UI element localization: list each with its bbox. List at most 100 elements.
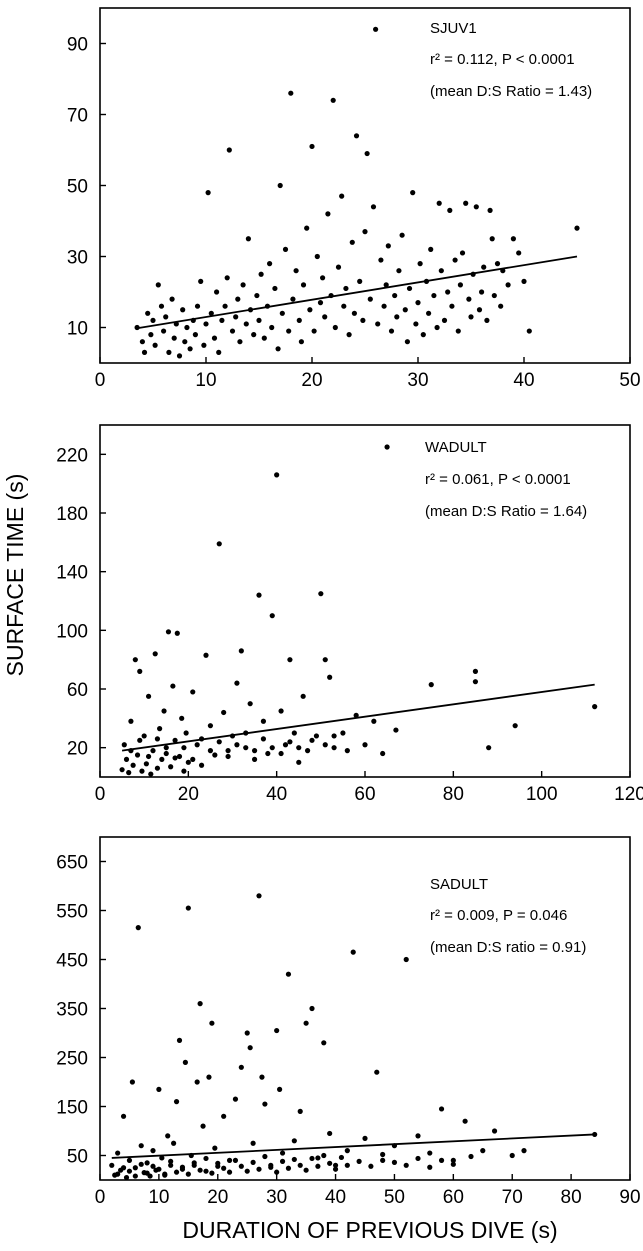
chart-2-data-point [163,750,169,757]
chart-1-data-point [184,324,190,331]
chart-1-data-point [406,285,413,292]
chart-3-data-point [315,1155,321,1161]
chart-2-data-point [393,727,399,733]
chart-2-data-point [132,657,138,663]
chart-3-data-point [303,1167,309,1173]
chart-3-data-point [232,1157,239,1163]
chart-2-data-point [157,726,163,732]
chart-2-data-point [165,629,172,635]
chart-3-data-point [126,1157,133,1163]
chart-3-data-point [150,1163,156,1169]
chart-1-data-point [373,26,379,32]
chart-3-data-point [232,1096,239,1102]
chart-2-data-point [380,750,386,757]
chart-3-data-point [277,1086,283,1092]
chart-1-annotation: r² = 0.112, P < 0.0001 [430,51,575,68]
chart-1-data-point [216,349,222,355]
chart-3-data-point [144,1160,150,1166]
chart-1-data-point [383,282,389,288]
chart-3-data-point [209,1020,215,1026]
chart-2-y-tick-label: 100 [56,621,88,642]
chart-1-data-point [320,275,326,281]
chart-3-data-point [480,1148,486,1154]
chart-1-data-point [254,292,260,299]
chart-3-data-point [132,1173,138,1179]
chart-2-data-point [340,730,346,736]
chart-1-data-point [375,321,381,327]
chart-2-x-tick-label: 60 [354,784,375,805]
chart-2-data-point [296,759,302,765]
chart-3-x-tick-label: 90 [619,1187,640,1208]
chart-2-data-point [139,768,145,774]
chart-3-data-point [244,1168,250,1174]
chart-3-data-point [123,1174,130,1181]
chart-3-data-point [238,1163,244,1169]
chart-3-data-point [279,1150,286,1156]
chart-2-x-tick-label: 120 [614,784,643,805]
chart-2-data-point [512,723,518,729]
chart-1-data-point [396,268,402,274]
chart-3-data-point [191,1162,197,1168]
chart-1-data-point [277,182,283,189]
chart-3-data-point [268,1164,274,1170]
chart-3-data-point [144,1170,150,1176]
chart-3-data-point [135,925,141,931]
chart-2-data-point [154,736,161,742]
chart-1-y-tick-label: 10 [67,319,88,340]
chart-1-data-point [353,133,360,139]
chart-2-data-point [128,718,134,724]
chart-3-data-point [109,1162,115,1168]
chart-1-data-point [258,271,264,277]
chart-3-data-point [179,1164,186,1170]
chart-3-data-point [321,1040,327,1046]
chart-1-data-point [413,321,419,327]
chart-2-data-point [282,742,289,748]
chart-3-data-point [521,1148,527,1154]
chart-3-data-point [209,1170,215,1176]
chart-3-data-point [403,1162,409,1168]
chart-1-data-point [431,292,437,299]
chart-2-data-point [181,768,187,774]
chart-1-data-point [364,150,370,157]
chart-3-data-point [203,1168,209,1174]
chart-1-data-point [473,204,479,210]
chart-1-data-point [171,335,177,341]
chart-3-data-point [126,1168,133,1174]
chart-3-data-point [462,1118,468,1124]
chart-1-data-point [346,332,352,338]
chart-2-data-point [179,715,185,721]
chart-2-data-point [190,756,196,763]
chart-2-data-point [300,693,306,699]
chart-2-data-point [170,683,176,689]
chart-2-data-point [309,737,315,743]
chart-3-data-point [274,1027,280,1034]
chart-1-data-point [214,289,220,295]
chart-3-data-point [327,1160,333,1166]
chart-1-data-point [279,310,285,316]
chart-3-data-point [297,1108,303,1114]
chart-1-y-tick-label: 30 [67,248,88,269]
chart-1-data-point [290,296,296,302]
chart-3-data-point [491,1128,498,1134]
chart-3-data-point [159,1155,165,1161]
chart-1-data-point [339,193,345,199]
chart-1-data-point [367,296,373,302]
chart-1-data-point [378,257,384,263]
chart-3-data-point [115,1171,121,1177]
chart-2-data-point [183,730,189,736]
chart-2-data-point [247,701,253,707]
chart-1-data-point [161,328,167,334]
chart-2-data-point [331,733,337,739]
chart-3-data-point [171,1140,177,1146]
chart-2-y-tick-label: 140 [56,563,88,584]
chart-2-data-point [327,674,333,680]
chart-1-data-point [198,278,204,284]
chart-1-annotation: SJUV1 [430,20,477,37]
chart-1-data-point [282,246,289,252]
chart-1-data-point [317,300,324,306]
chart-3-data-point [162,1172,168,1178]
chart-2-data-point [287,657,293,663]
chart-1-data-point [447,207,453,213]
chart-3-data-point [138,1143,144,1149]
chart-3-data-point [168,1158,174,1164]
